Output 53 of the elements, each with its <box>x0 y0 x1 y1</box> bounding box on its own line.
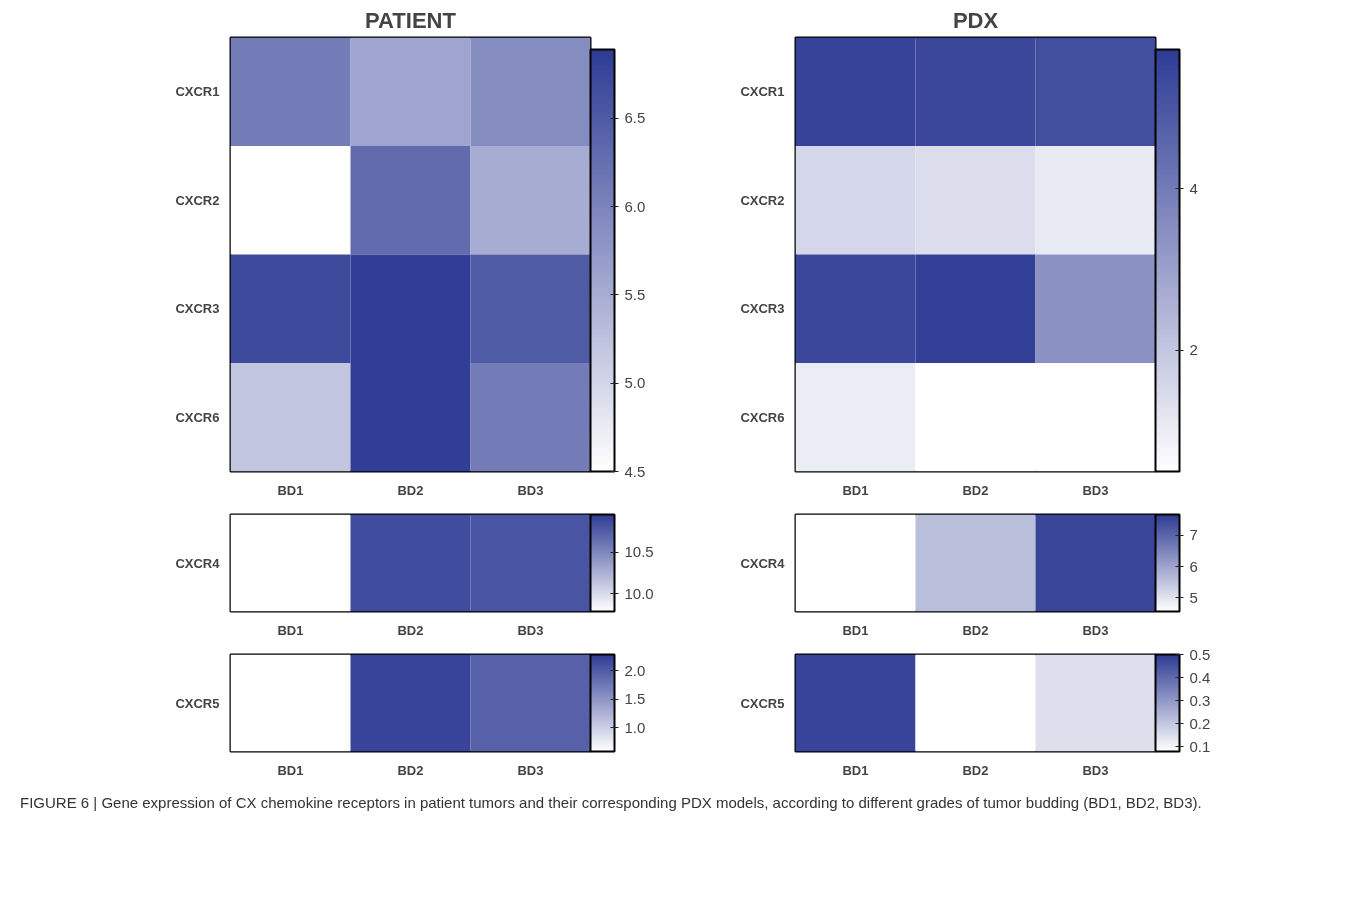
y-tick-label: CXCR3 <box>175 301 220 317</box>
color-bar-label: 5.0 <box>624 374 646 392</box>
color-bar-label: 10.5 <box>624 543 654 561</box>
color-bar-label: 5.5 <box>624 285 646 303</box>
x-tick-label: BD3 <box>517 622 544 638</box>
color-bar-label: 5 <box>1189 588 1198 606</box>
y-tick-label: CXCR4 <box>175 555 221 571</box>
x-tick-label: BD1 <box>842 482 869 498</box>
color-bar-label: 2.0 <box>624 661 646 679</box>
color-bar-label: 2 <box>1189 341 1198 359</box>
x-tick-label: BD2 <box>962 482 989 498</box>
chart-title: PDX <box>952 7 999 33</box>
x-tick-label: BD3 <box>1082 482 1109 498</box>
y-tick-label: CXCR5 <box>175 695 220 711</box>
color-bar-label: 0.4 <box>1189 668 1211 686</box>
color-bar-label: 6 <box>1189 557 1198 575</box>
x-tick-label: BD1 <box>277 482 304 498</box>
x-tick-label: BD1 <box>277 622 304 638</box>
y-tick-label: CXCR1 <box>175 84 220 100</box>
y-tick-label: CXCR2 <box>740 192 785 208</box>
color-bar-label: 6.5 <box>624 109 646 127</box>
x-tick-label: BD1 <box>842 622 869 638</box>
color-bar-label: 1.5 <box>624 690 646 708</box>
color-bar-label: 0.3 <box>1189 691 1211 709</box>
x-tick-label: BD2 <box>962 762 989 778</box>
x-tick-label: BD1 <box>277 762 304 778</box>
caption: FIGURE 6 | Gene expression of CX chemokine receptors in patient tumors and their corresponding PDX models, according to different grades of tumor budding (BD1, BD2, BD3). <box>20 793 1202 813</box>
color-bar-label: 0.1 <box>1189 737 1211 755</box>
x-tick-label: BD3 <box>1082 762 1109 778</box>
color-bar-label: 1.0 <box>624 718 646 736</box>
color-bar-label: 6.0 <box>624 197 646 215</box>
color-bar-label: 7 <box>1189 526 1198 544</box>
y-tick-label: CXCR1 <box>740 84 785 100</box>
chart-title: PATIENT <box>365 7 457 33</box>
color-bar-label: 10.0 <box>624 584 654 602</box>
y-tick-label: CXCR4 <box>740 555 786 571</box>
x-tick-label: BD2 <box>962 622 989 638</box>
x-tick-label: BD1 <box>842 762 869 778</box>
y-tick-label: CXCR3 <box>740 301 785 317</box>
x-tick-label: BD3 <box>517 762 544 778</box>
y-tick-label: CXCR5 <box>740 695 785 711</box>
x-tick-label: BD2 <box>397 622 424 638</box>
color-bar-label: 4 <box>1189 179 1198 197</box>
y-tick-label: CXCR2 <box>175 192 220 208</box>
color-bar-label: 4.5 <box>624 462 646 480</box>
x-tick-label: BD3 <box>1082 622 1109 638</box>
color-bar-label: 0.5 <box>1189 645 1211 663</box>
x-tick-label: BD3 <box>517 482 544 498</box>
x-tick-label: BD2 <box>397 482 424 498</box>
y-tick-label: CXCR6 <box>175 409 220 425</box>
x-tick-label: BD2 <box>397 762 424 778</box>
y-tick-label: CXCR6 <box>740 409 785 425</box>
color-bar-label: 0.2 <box>1189 714 1211 732</box>
